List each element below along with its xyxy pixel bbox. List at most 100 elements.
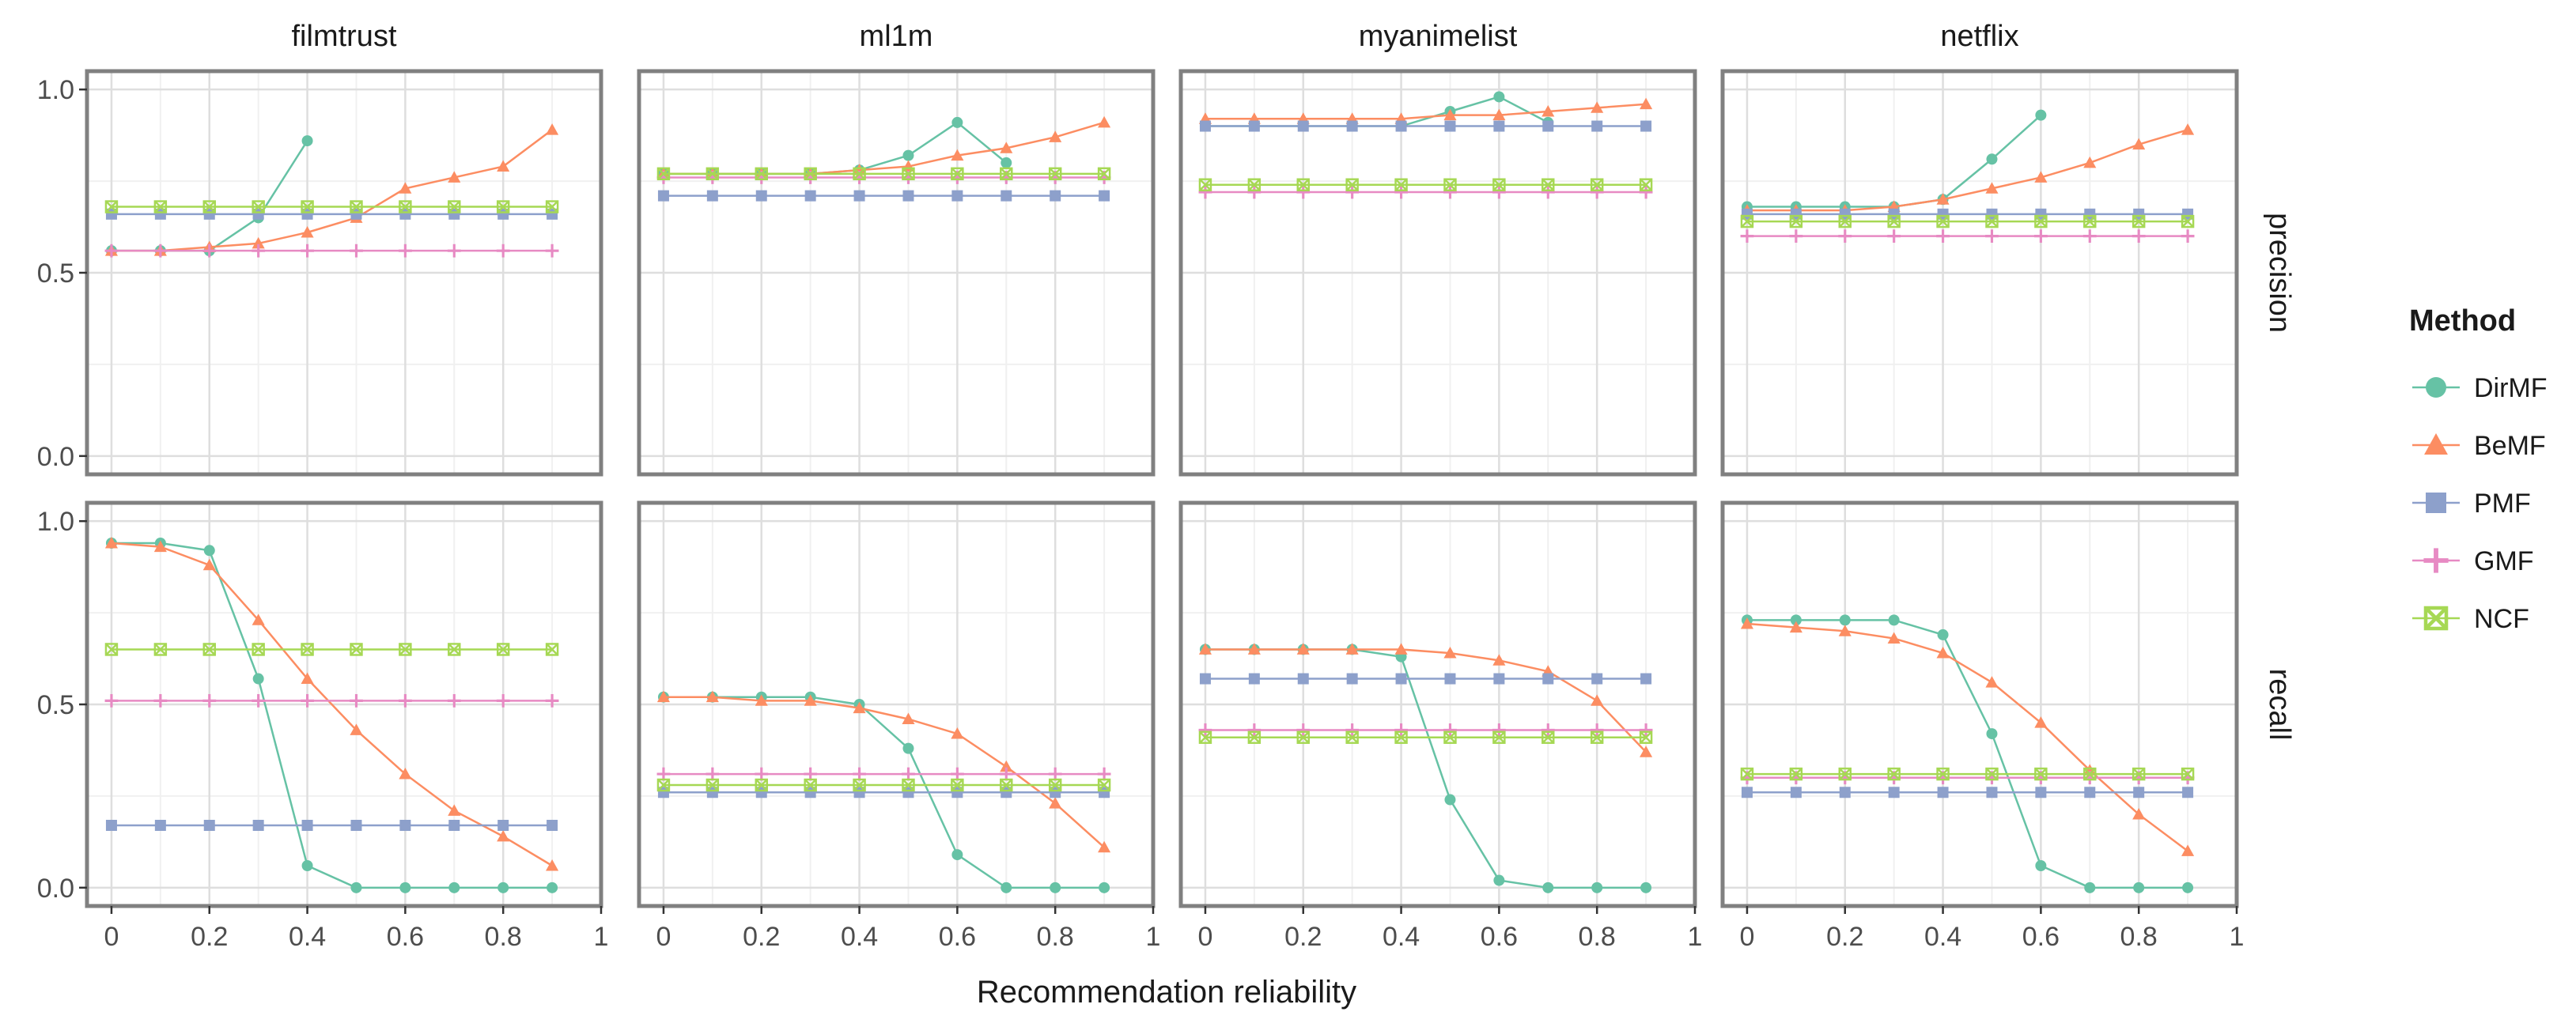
data-point xyxy=(1591,101,1604,113)
data-point xyxy=(804,190,816,202)
data-point xyxy=(902,712,915,724)
panel-precision-myanimelist xyxy=(1178,69,1697,477)
data-point xyxy=(350,208,362,220)
data-point xyxy=(350,693,363,708)
legend-key-marker xyxy=(2424,433,2448,455)
data-point xyxy=(1839,208,1851,220)
x-tick-label: 0 xyxy=(1197,922,1212,952)
panel-recall-filmtrust: 0 0.2 0.4 0.6 0.8 1 0.0 0.5 1.0 xyxy=(37,500,608,952)
data-point xyxy=(853,767,866,781)
data-point xyxy=(1740,617,1754,629)
data-point xyxy=(104,643,119,656)
data-point xyxy=(1492,178,1506,191)
data-point xyxy=(1443,723,1457,737)
data-point xyxy=(1839,787,1851,798)
data-point xyxy=(301,243,314,258)
data-point xyxy=(399,768,412,780)
data-point xyxy=(1248,120,1260,132)
data-point xyxy=(1838,767,1852,781)
data-point xyxy=(1590,730,1604,744)
data-point xyxy=(1639,178,1653,191)
x-tick-label: 1 xyxy=(1146,922,1161,952)
series-PMF-recall-filmtrust xyxy=(105,820,558,831)
legend-label: PMF xyxy=(2474,489,2531,519)
series-NCF-precision-ml1m xyxy=(656,167,1111,181)
data-point xyxy=(399,200,412,213)
data-point xyxy=(2181,844,2195,856)
data-point xyxy=(1986,728,1998,740)
x-tick-label: 0.4 xyxy=(289,922,326,952)
data-point xyxy=(1247,643,1261,655)
data-point xyxy=(902,767,915,781)
series-DirMF-recall-filmtrust xyxy=(105,538,558,893)
data-point xyxy=(1985,229,1999,243)
data-point xyxy=(2034,171,2048,183)
legend: Method DirMF BeMF PMF GMF NCF xyxy=(2409,304,2548,634)
data-point xyxy=(399,643,412,656)
data-point xyxy=(755,190,767,202)
series-GMF-recall-myanimelist xyxy=(1198,723,1653,737)
data-point xyxy=(350,723,363,735)
data-point xyxy=(1986,787,1998,798)
data-point xyxy=(203,208,215,220)
y-tick-label: 1.0 xyxy=(37,507,74,537)
x-tick-label: 0.6 xyxy=(387,922,424,952)
data-point xyxy=(496,693,510,708)
data-point xyxy=(1640,746,1653,757)
data-point xyxy=(1640,120,1652,132)
data-point xyxy=(705,778,720,792)
data-point xyxy=(1099,190,1110,202)
y-tick-label: 0.0 xyxy=(37,874,74,904)
data-point xyxy=(1888,208,1900,220)
data-point xyxy=(902,742,914,754)
data-point xyxy=(1394,643,1408,655)
data-point xyxy=(1542,120,1554,132)
data-point xyxy=(2035,860,2047,871)
data-point xyxy=(2181,123,2195,135)
series-GMF-recall-filmtrust xyxy=(104,693,559,708)
data-point xyxy=(1443,185,1457,199)
data-point xyxy=(1936,193,1950,205)
data-point xyxy=(1741,787,1753,798)
x-axis-title: Recommendation reliability xyxy=(977,975,1356,1010)
data-point xyxy=(705,767,720,781)
data-point xyxy=(301,860,313,871)
data-point xyxy=(1492,654,1506,666)
data-point xyxy=(755,787,767,798)
series-line xyxy=(1205,103,1647,120)
strip-label-precision: precision xyxy=(2263,213,2296,333)
data-point xyxy=(1936,214,1950,228)
data-point xyxy=(1198,723,1212,737)
data-point xyxy=(902,149,914,161)
strip-label-recall: recall xyxy=(2263,669,2296,741)
data-point xyxy=(1345,723,1360,737)
data-point xyxy=(2133,208,2145,220)
data-point xyxy=(1591,694,1604,706)
data-point xyxy=(2035,109,2047,121)
panel-precision-filmtrust: 0.0 0.5 1.0 xyxy=(37,69,603,477)
data-point xyxy=(104,200,119,213)
data-point xyxy=(496,243,510,258)
series-NCF-precision-netflix xyxy=(1740,214,2195,228)
data-point xyxy=(202,693,217,708)
data-point xyxy=(1590,185,1604,199)
data-point xyxy=(755,167,768,181)
data-point xyxy=(1394,185,1408,199)
data-point xyxy=(399,881,411,893)
data-point xyxy=(202,243,217,258)
series-NCF-recall-filmtrust xyxy=(104,643,559,656)
data-point xyxy=(2083,214,2097,228)
data-point xyxy=(448,200,461,213)
data-point xyxy=(1443,178,1457,191)
data-point xyxy=(1097,767,1111,781)
panel-border xyxy=(1720,500,2239,908)
y-tick-label: 1.0 xyxy=(37,75,74,105)
strip-label-ml1m: ml1m xyxy=(860,20,933,53)
data-point xyxy=(1789,229,1803,243)
x-tick-label: 0.6 xyxy=(939,922,976,952)
data-point xyxy=(350,243,363,258)
data-point xyxy=(951,778,964,792)
data-point xyxy=(755,694,768,706)
legend-item-BeMF: BeMF xyxy=(2412,431,2546,461)
